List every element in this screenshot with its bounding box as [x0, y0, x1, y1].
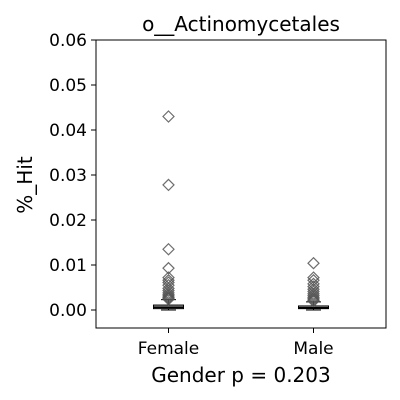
y-tick-label: 0.00 — [49, 301, 87, 321]
y-tick-label: 0.06 — [49, 31, 87, 51]
chart-title: o__Actinomycetales — [142, 12, 340, 36]
outlier-point-female — [162, 286, 175, 300]
outlier-point-male — [307, 294, 320, 308]
outlier-point-male — [307, 291, 320, 304]
outlier-point-female — [162, 288, 175, 302]
outlier-point-male — [307, 292, 320, 306]
x-tick-label: Female — [138, 339, 199, 359]
y-axis-label: %_Hit — [13, 156, 37, 214]
outlier-point-male — [307, 287, 320, 301]
y-tick-label: 0.02 — [49, 211, 87, 231]
outlier-point-female — [162, 289, 175, 303]
outlier-point-male — [307, 256, 320, 270]
outlier-point-female — [162, 178, 175, 192]
outlier-point-female — [162, 291, 175, 305]
y-tick-label: 0.01 — [49, 256, 87, 276]
outlier-point-female — [162, 284, 175, 297]
outlier-point-female — [162, 291, 175, 304]
outlier-point-female — [162, 110, 175, 123]
plot-frame — [95, 39, 387, 329]
outlier-point-female — [162, 242, 175, 256]
plot-area: 0.00 0.01 0.02 0.03 0.04 0.05 0.06 Female Male — [49, 31, 387, 359]
outlier-point-male — [307, 293, 320, 307]
outlier-point-male — [307, 285, 320, 298]
x-tick-label: Male — [293, 339, 333, 359]
x-axis-label: Gender p = 0.203 — [151, 363, 330, 387]
y-tick-label: 0.05 — [49, 76, 87, 96]
outlier-point-female — [162, 292, 175, 306]
y-tick-label: 0.04 — [49, 121, 87, 141]
y-tick-label: 0.03 — [49, 166, 87, 186]
outlier-point-male — [307, 289, 320, 302]
outlier-point-female — [162, 261, 175, 275]
